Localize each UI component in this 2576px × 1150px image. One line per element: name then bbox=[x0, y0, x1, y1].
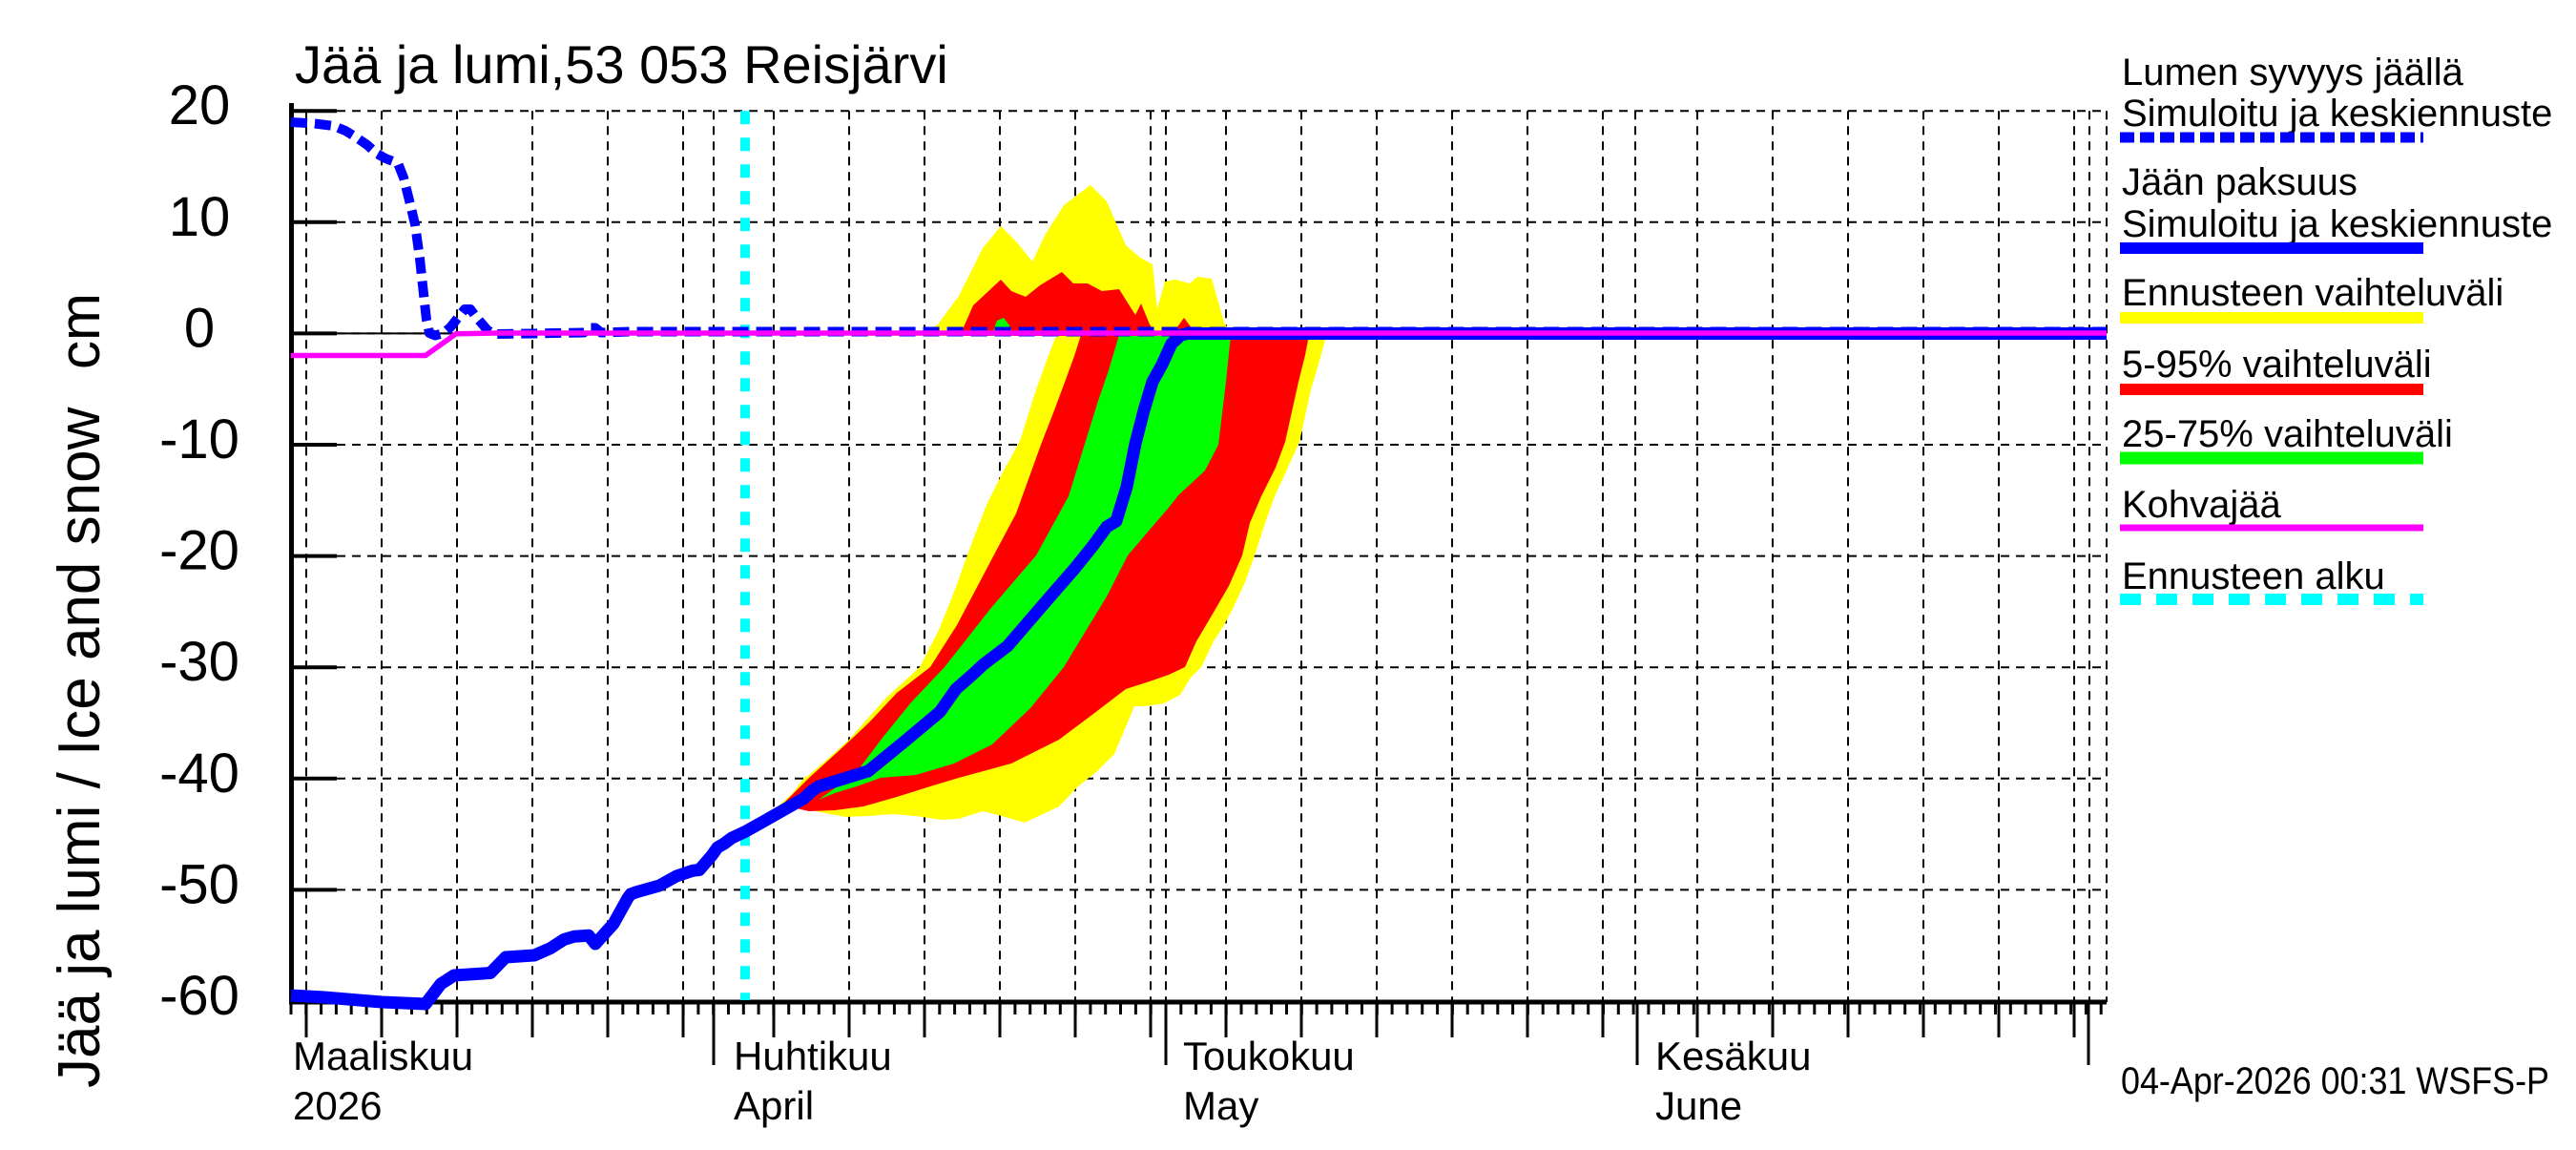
svg-text:Kesäkuu: Kesäkuu bbox=[1655, 1034, 1811, 1078]
svg-text:Jään paksuus: Jään paksuus bbox=[2122, 161, 2358, 203]
svg-text:-30: -30 bbox=[159, 631, 239, 693]
svg-text:2026: 2026 bbox=[293, 1083, 382, 1128]
svg-text:Huhtikuu: Huhtikuu bbox=[734, 1034, 892, 1078]
svg-text:0: 0 bbox=[184, 297, 215, 359]
svg-text:5-95% vaihteluväli: 5-95% vaihteluväli bbox=[2122, 344, 2432, 386]
svg-text:-60: -60 bbox=[159, 965, 239, 1027]
svg-text:Ennusteen alku: Ennusteen alku bbox=[2122, 555, 2385, 597]
svg-text:Maaliskuu: Maaliskuu bbox=[293, 1034, 473, 1078]
svg-text:Jää ja lumi / Ice and snow: Jää ja lumi / Ice and snow bbox=[47, 407, 113, 1088]
svg-text:20: 20 bbox=[169, 74, 231, 136]
svg-text:-50: -50 bbox=[159, 853, 239, 915]
svg-text:Simuloitu ja keskiennuste: Simuloitu ja keskiennuste bbox=[2122, 203, 2552, 245]
svg-text:-10: -10 bbox=[159, 408, 239, 470]
svg-text:Toukokuu: Toukokuu bbox=[1183, 1034, 1355, 1078]
svg-text:04-Apr-2026 00:31 WSFS-P: 04-Apr-2026 00:31 WSFS-P bbox=[2121, 1060, 2549, 1102]
svg-text:April: April bbox=[734, 1083, 814, 1128]
svg-text:25-75% vaihteluväli: 25-75% vaihteluväli bbox=[2122, 413, 2453, 455]
svg-text:cm: cm bbox=[48, 293, 112, 369]
svg-text:Ennusteen vaihteluväli: Ennusteen vaihteluväli bbox=[2122, 272, 2503, 314]
svg-text:May: May bbox=[1183, 1083, 1258, 1128]
svg-text:-40: -40 bbox=[159, 742, 239, 805]
svg-text:Jää ja lumi,53 053 Reisjärvi: Jää ja lumi,53 053 Reisjärvi bbox=[295, 34, 948, 94]
svg-text:Simuloitu ja keskiennuste: Simuloitu ja keskiennuste bbox=[2122, 93, 2552, 135]
svg-text:June: June bbox=[1655, 1083, 1742, 1128]
svg-text:10: 10 bbox=[169, 186, 231, 248]
svg-text:-20: -20 bbox=[159, 520, 239, 582]
svg-text:Lumen syvyys jäällä: Lumen syvyys jäällä bbox=[2122, 52, 2464, 94]
svg-text:Kohvajää: Kohvajää bbox=[2122, 484, 2282, 526]
